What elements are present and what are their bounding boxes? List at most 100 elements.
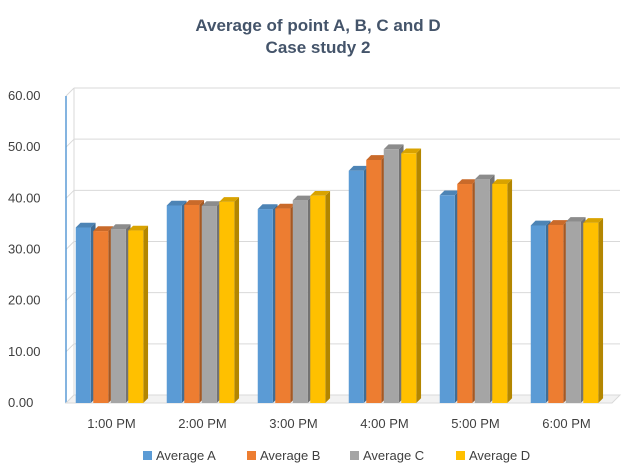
bar	[366, 155, 387, 403]
bar-top	[292, 195, 313, 201]
y-tick-label: 0.00	[8, 395, 33, 410]
bar-top	[201, 201, 222, 207]
bar	[128, 225, 149, 403]
gridline-depth	[65, 138, 75, 148]
bars	[75, 144, 604, 403]
bar-top	[439, 190, 460, 196]
bar-front	[93, 231, 109, 403]
bar-front	[201, 206, 217, 403]
y-tick-label: 50.00	[8, 139, 41, 154]
bar-side	[325, 190, 331, 403]
bar-front	[219, 201, 235, 403]
y-tick-label: 30.00	[8, 242, 41, 257]
bar-front	[548, 224, 564, 403]
legend-label: Average B	[260, 448, 320, 463]
legend: Average A Average B Average C Average D	[143, 448, 530, 463]
y-tick-label: 40.00	[8, 190, 41, 205]
bar	[310, 190, 331, 403]
bar-top	[166, 200, 187, 206]
bar-front	[110, 229, 126, 403]
bar-front	[366, 159, 382, 403]
x-tick-label: 2:00 PM	[178, 416, 226, 431]
bar-front	[457, 184, 473, 403]
bar	[474, 174, 495, 403]
bar	[201, 201, 222, 403]
bar-top	[530, 220, 551, 226]
bar	[492, 179, 513, 403]
chart-title: Average of point A, B, C and D	[195, 16, 440, 35]
bar-top	[257, 204, 278, 210]
legend-label: Average A	[156, 448, 216, 463]
bar	[219, 197, 240, 403]
bar-top	[401, 148, 422, 154]
bar-front	[383, 149, 399, 403]
legend-label: Average D	[469, 448, 530, 463]
bar-front	[166, 205, 182, 403]
bar-top	[93, 226, 114, 232]
bar	[110, 224, 131, 403]
bar-top	[128, 225, 149, 231]
legend-swatch	[350, 451, 359, 460]
x-tick-label: 1:00 PM	[87, 416, 135, 431]
legend-label: Average C	[363, 448, 424, 463]
bar-top	[75, 222, 96, 228]
legend-item: Average A	[143, 448, 216, 463]
bar	[383, 144, 404, 403]
bar	[166, 200, 187, 403]
bar-top	[184, 200, 205, 205]
bar-front	[401, 153, 417, 403]
bar	[75, 222, 96, 403]
bar-front	[439, 195, 455, 403]
bar-side	[143, 225, 149, 403]
bar-top	[457, 179, 478, 185]
bar-front	[583, 222, 599, 403]
bar	[457, 179, 478, 403]
bar-top	[583, 218, 604, 223]
bar-front	[275, 208, 291, 403]
y-tick-label: 10.00	[8, 344, 41, 359]
bar-side	[507, 179, 513, 403]
bar	[275, 203, 296, 403]
bar-top	[565, 217, 586, 222]
bar-front	[530, 225, 546, 403]
x-tick-label: 3:00 PM	[269, 416, 317, 431]
bar-front	[474, 179, 490, 403]
bar-top	[383, 144, 404, 150]
bar-side	[598, 218, 604, 403]
bar-top	[548, 220, 569, 225]
bar-top	[110, 224, 131, 230]
bar	[548, 220, 569, 403]
bar-top	[366, 155, 387, 160]
bar-front	[184, 204, 200, 403]
x-tick-label: 6:00 PM	[542, 416, 590, 431]
bar-side	[416, 148, 422, 403]
bar	[439, 190, 460, 403]
bar	[184, 200, 205, 403]
bar-front	[128, 230, 144, 403]
bar	[401, 148, 422, 403]
bar-front	[310, 195, 326, 403]
gridline-depth	[65, 292, 75, 302]
bar-top	[348, 165, 369, 171]
bar-top	[492, 179, 513, 185]
x-tick-label: 5:00 PM	[451, 416, 499, 431]
bar	[93, 226, 114, 403]
bar	[257, 204, 278, 403]
legend-item: Average D	[456, 448, 530, 463]
legend-swatch	[456, 451, 465, 460]
bar	[583, 218, 604, 403]
bar	[292, 195, 313, 403]
gridline-depth	[65, 241, 75, 250]
bar-front	[257, 209, 273, 403]
bar	[565, 217, 586, 403]
y-tick-label: 20.00	[8, 293, 41, 308]
bar-side	[234, 197, 240, 403]
gridline-depth	[65, 189, 75, 199]
gridlines	[65, 87, 620, 404]
category-labels: 1:00 PM 2:00 PM 3:00 PM 4:00 PM 5:00 PM 6:00 …	[87, 416, 590, 431]
gridline-depth	[65, 343, 75, 353]
legend-item: Average C	[350, 448, 424, 463]
bar-front	[75, 227, 91, 403]
bar-top	[310, 190, 331, 196]
